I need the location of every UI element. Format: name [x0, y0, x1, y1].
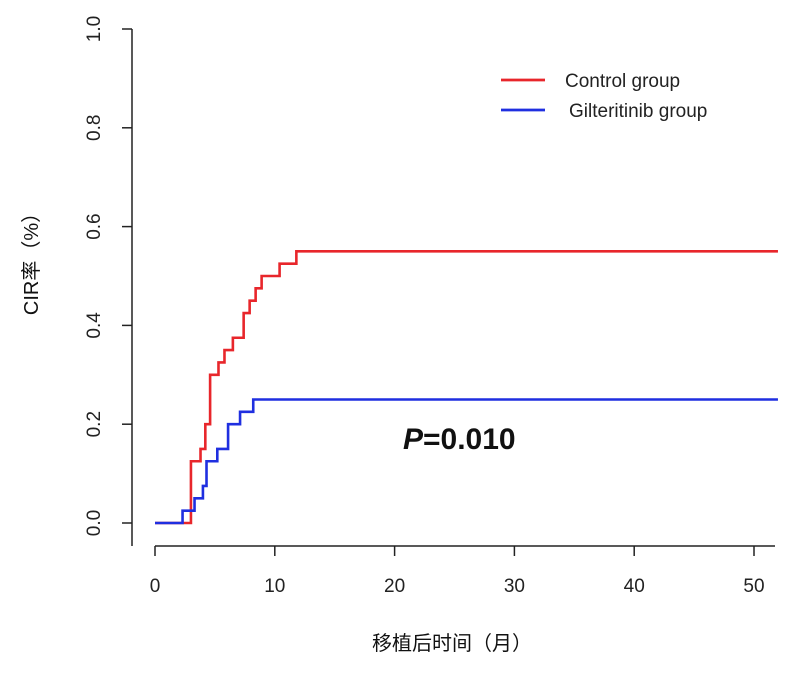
legend-label-gilteritinib-group: Gilteritinib group — [569, 101, 707, 122]
x-tick-label: 20 — [384, 576, 405, 597]
legend-label-control-group: Control group — [565, 71, 680, 92]
axes-layer: 0 10 20 30 40 50 0.0 0.2 0.4 0.6 0.8 1.0 — [84, 16, 775, 597]
legend: Control group Gilteritinib group — [501, 71, 707, 122]
x-tick-label: 10 — [264, 576, 285, 597]
x-tick-label: 0 — [150, 576, 161, 597]
x-tick-label: 40 — [624, 576, 645, 597]
y-tick-label: 0.4 — [84, 312, 105, 339]
p-value-annotation: P=0.010 — [403, 423, 516, 456]
p-value-italic: P — [403, 423, 424, 456]
p-value-rest: =0.010 — [423, 423, 516, 456]
series-line-gilteritinib-group — [155, 398, 778, 525]
y-tick-label: 1.0 — [84, 16, 105, 42]
x-tick-label: 50 — [743, 576, 764, 597]
y-axis-label: CIR率（%） — [20, 203, 43, 315]
y-tick-label: 0.0 — [84, 510, 105, 536]
y-tick-label: 0.8 — [84, 115, 105, 141]
x-axis-label: 移植后时间（月） — [372, 632, 532, 655]
series-layer — [155, 250, 778, 525]
y-tick-label: 0.2 — [84, 411, 105, 437]
y-tick-label: 0.6 — [84, 213, 105, 239]
series-line-control-group — [155, 250, 778, 525]
x-tick-label: 30 — [504, 576, 525, 597]
